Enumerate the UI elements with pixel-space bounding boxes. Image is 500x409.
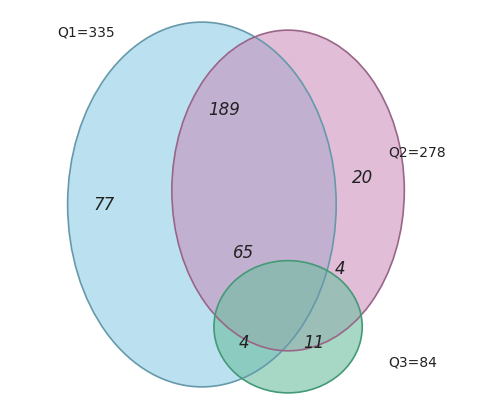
- Ellipse shape: [172, 30, 404, 351]
- Ellipse shape: [68, 22, 336, 387]
- Text: 77: 77: [93, 196, 114, 213]
- Ellipse shape: [214, 261, 362, 393]
- Text: 11: 11: [304, 334, 325, 352]
- Text: Q2=278: Q2=278: [388, 145, 446, 160]
- Text: 189: 189: [208, 101, 240, 119]
- Text: 65: 65: [234, 244, 254, 262]
- Text: 4: 4: [238, 334, 250, 352]
- Text: Q1=335: Q1=335: [58, 25, 115, 39]
- Text: 20: 20: [352, 169, 373, 187]
- Text: 4: 4: [335, 260, 345, 278]
- Text: Q3=84: Q3=84: [388, 356, 437, 370]
